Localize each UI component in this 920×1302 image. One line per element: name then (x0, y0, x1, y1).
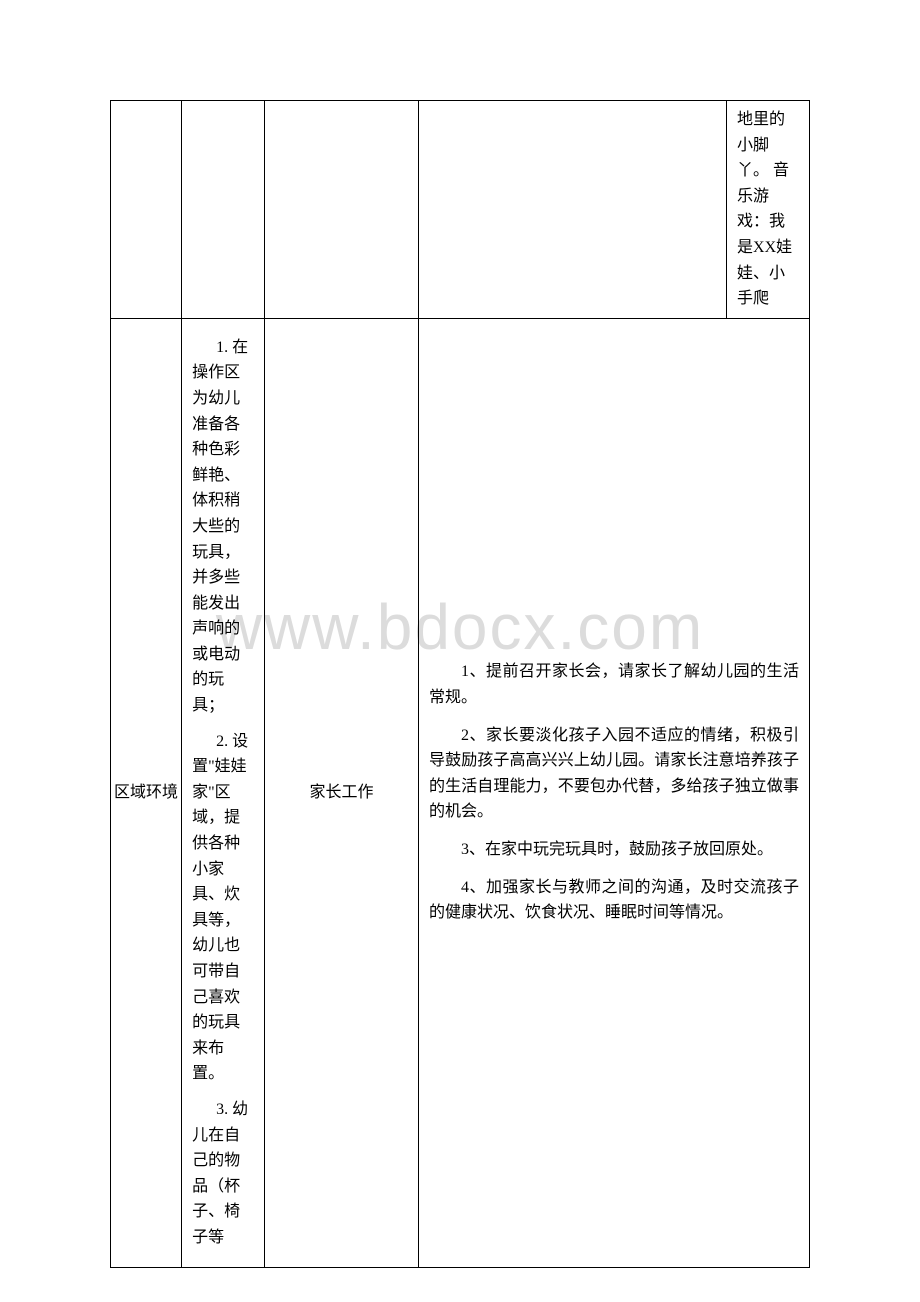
list-item: 3. 幼儿在自己的物品（杯子、椅子等 (192, 1097, 254, 1251)
paragraph: 4、加强家长与教师之间的沟通，及时交流孩子的健康状况、饮食状况、睡眠时间等情况。 (429, 875, 799, 926)
list-item: 1. 在操作区为幼儿准备各种色彩鲜艳、体积稍大些的玩具，并多些能发出声响的或电动… (192, 335, 254, 719)
section-label: 家长工作 (265, 780, 418, 806)
document-table: 地里的小脚丫。 音乐游戏：我是XX娃娃、小手爬 区域环境 1. 在操作区为幼儿准… (110, 100, 810, 1268)
cell-r1-c4 (419, 101, 727, 319)
paragraph: 1、提前召开家长会，请家长了解幼儿园的生活常规。 (429, 659, 799, 710)
cell-r2-c3: 家长工作 (265, 318, 419, 1267)
cell-content: 1. 在操作区为幼儿准备各种色彩鲜艳、体积稍大些的玩具，并多些能发出声响的或电动… (182, 319, 264, 1267)
cell-r2-c2: 1. 在操作区为幼儿准备各种色彩鲜艳、体积稍大些的玩具，并多些能发出声响的或电动… (182, 318, 265, 1267)
table-row: 区域环境 1. 在操作区为幼儿准备各种色彩鲜艳、体积稍大些的玩具，并多些能发出声… (111, 318, 810, 1267)
cell-r1-c2 (182, 101, 265, 319)
cell-r2-c1: 区域环境 (111, 318, 182, 1267)
paragraph: 2、家长要淡化孩子入园不适应的情绪，积极引导鼓励孩子高高兴兴上幼儿园。请家长注意… (429, 723, 799, 825)
cell-r1-c1 (111, 101, 182, 319)
cell-content: 1、提前召开家长会，请家长了解幼儿园的生活常规。 2、家长要淡化孩子入园不适应的… (419, 641, 809, 943)
table-row: 地里的小脚丫。 音乐游戏：我是XX娃娃、小手爬 (111, 101, 810, 319)
cell-r1-c3 (265, 101, 419, 319)
paragraph: 3、在家中玩完玩具时，鼓励孩子放回原处。 (429, 837, 799, 863)
list-item: 2. 设置"娃娃家"区域，提供各种小家具、炊具等，幼儿也可带自己喜欢的玩具来布置… (192, 729, 254, 1087)
cell-r1-c5: 地里的小脚丫。 音乐游戏：我是XX娃娃、小手爬 (727, 101, 810, 319)
row-label: 区域环境 (111, 781, 181, 805)
cell-content: 地里的小脚丫。 音乐游戏：我是XX娃娃、小手爬 (727, 101, 809, 318)
cell-r2-c4: 1、提前召开家长会，请家长了解幼儿园的生活常规。 2、家长要淡化孩子入园不适应的… (419, 318, 810, 1267)
